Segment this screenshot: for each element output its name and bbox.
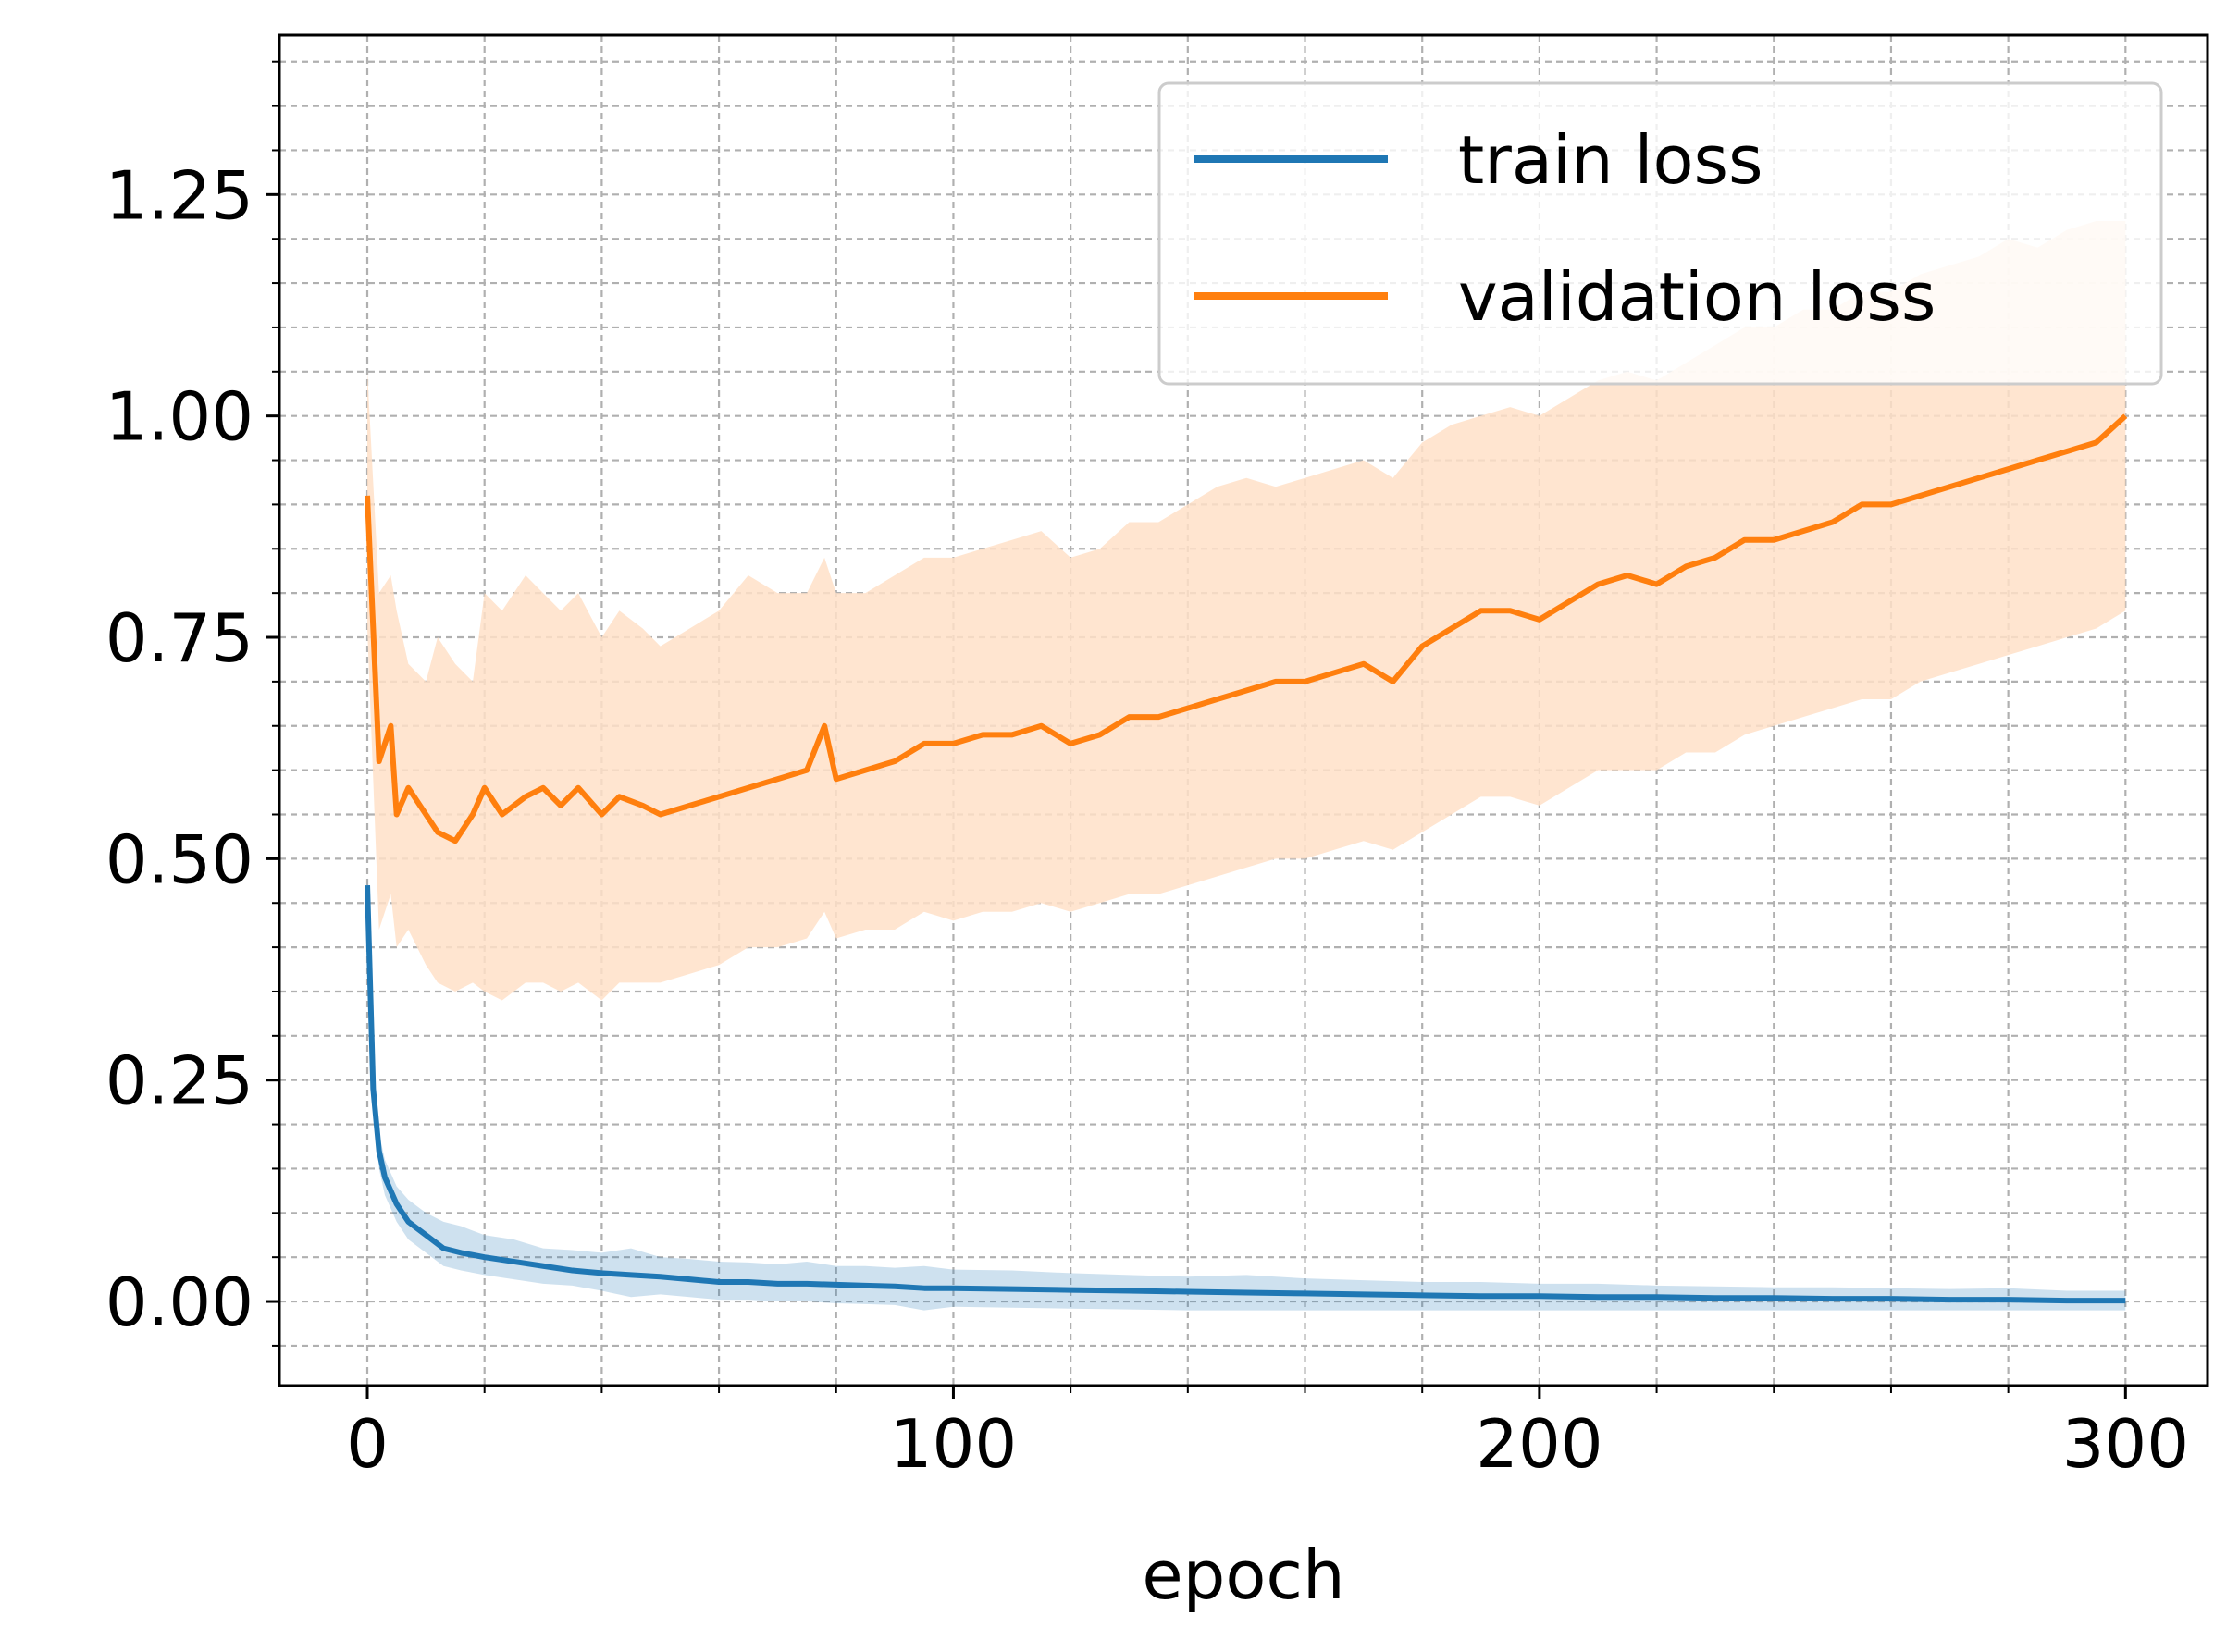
y-tick-label: 0.75 xyxy=(105,599,254,677)
plot-frame xyxy=(278,33,2209,1387)
y-tick-label: 0.50 xyxy=(105,820,254,898)
x-axis-label: epoch xyxy=(1142,1536,1344,1614)
legend-box xyxy=(1157,81,2163,386)
x-tick-label: 0 xyxy=(346,1405,389,1483)
line-validation-loss xyxy=(365,413,2128,844)
y-tick-label: 0.25 xyxy=(105,1042,254,1120)
x-tick-label: 300 xyxy=(2062,1405,2189,1483)
y-tick-label: 0.00 xyxy=(105,1264,254,1341)
y-tick-label: 1.25 xyxy=(105,156,254,234)
line-train-loss xyxy=(365,884,2126,1304)
y-tick-label: 1.00 xyxy=(105,378,254,456)
x-tick-label: 200 xyxy=(1476,1405,1602,1483)
legend-label-validation-loss: validation loss xyxy=(1458,258,1936,336)
axis-ticks: 0 100 200 300 0.00 0.25 0.50 0.75 1.00 1.25 xyxy=(105,60,2189,1483)
series-lines xyxy=(365,413,2128,1304)
x-tick-label: 100 xyxy=(890,1405,1017,1483)
legend: train loss validation loss xyxy=(1157,81,2163,386)
band-validation-loss xyxy=(367,221,2126,1001)
legend-label-train-loss: train loss xyxy=(1458,121,1763,199)
